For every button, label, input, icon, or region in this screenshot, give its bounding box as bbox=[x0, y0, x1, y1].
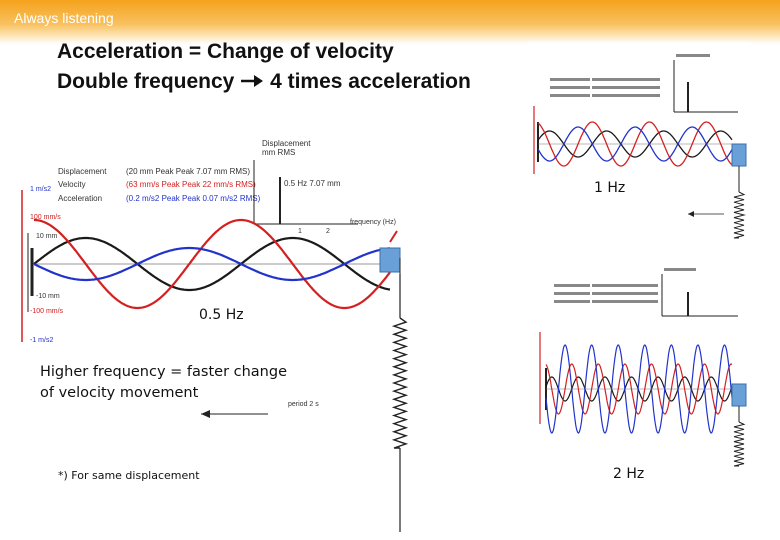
period-arrow-head bbox=[201, 410, 210, 418]
title-line-2: Double frequency 4 times acceleration bbox=[57, 70, 471, 94]
header-banner: Always listening bbox=[0, 0, 780, 44]
axis-label-vel-top: 100 mm/s bbox=[30, 214, 61, 221]
spectrum-peak-label: 0.5 Hz 7.07 mm bbox=[284, 179, 341, 188]
velocity-wave bbox=[34, 218, 391, 310]
footnote: *) For same displacement bbox=[58, 469, 200, 482]
velocity-wave bbox=[545, 363, 733, 415]
mass-box bbox=[379, 247, 401, 273]
caption-2hz: 2 Hz bbox=[613, 466, 645, 482]
spectrum-ylabel-2: mm RMS bbox=[262, 148, 295, 157]
spectrum-tick-2: 2 bbox=[326, 228, 330, 235]
brand-slogan: Always listening bbox=[14, 10, 114, 26]
title-line-1: Acceleration = Change of velocity bbox=[57, 40, 394, 63]
spectrum-label-placeholder bbox=[676, 54, 710, 57]
axis-label-vel-bottom: -100 mm/s bbox=[30, 308, 64, 315]
legend-acceleration-label: Acceleration bbox=[58, 194, 102, 203]
caption-1hz: 1 Hz bbox=[594, 180, 626, 196]
legend-displacement-value: (20 mm Peak Peak 7.07 mm RMS) bbox=[126, 167, 250, 176]
acceleration-wave bbox=[33, 246, 391, 282]
spring bbox=[391, 317, 409, 449]
mass-box bbox=[731, 143, 747, 167]
explanation-note: Higher frequency = faster change of velo… bbox=[40, 362, 300, 404]
title-line-2-right: 4 times acceleration bbox=[270, 70, 471, 93]
velocity-diagram-0-5hz: Displacement (20 mm Peak Peak 7.07 mm RM… bbox=[18, 100, 418, 532]
velocity-marker bbox=[389, 230, 398, 243]
displacement-wave bbox=[537, 130, 733, 158]
spectrum-tick-1: 1 bbox=[298, 228, 302, 235]
legend-velocity-label: Velocity bbox=[58, 180, 86, 189]
legend-placeholder-lines bbox=[554, 284, 658, 303]
spring bbox=[733, 191, 746, 239]
velocity-diagram-1hz bbox=[528, 42, 750, 260]
note-line-2: of velocity movement bbox=[40, 385, 199, 401]
displacement-wave bbox=[545, 376, 733, 402]
legend-velocity-value: (63 mm/s Peak Peak 22 mm/s RMS) bbox=[126, 180, 256, 189]
spring bbox=[733, 421, 746, 467]
axis-label-disp-top: 10 mm bbox=[36, 233, 58, 240]
acceleration-wave bbox=[545, 344, 733, 434]
axis-label-disp-bottom: -10 mm bbox=[36, 293, 60, 300]
legend-displacement-label: Displacement bbox=[58, 167, 107, 176]
period-arrow-head bbox=[688, 211, 694, 217]
acceleration-wave bbox=[537, 126, 733, 162]
period-label: period 2 s bbox=[288, 401, 319, 408]
spectrum-ylabel-1: Displacement bbox=[262, 139, 311, 148]
legend-placeholder-lines bbox=[550, 78, 660, 97]
mass-box bbox=[731, 383, 747, 407]
velocity-wave bbox=[537, 121, 733, 167]
spectrum-label-placeholder bbox=[664, 268, 696, 271]
caption-0-5hz: 0.5 Hz bbox=[199, 307, 244, 323]
spectrum-xlabel: frequency (Hz) bbox=[350, 219, 396, 226]
axis-label-acc-bottom: -1 m/s2 bbox=[30, 337, 53, 344]
title-line-2-left: Double frequency bbox=[57, 70, 235, 93]
displacement-wave bbox=[33, 236, 391, 292]
axis-label-acc-top: 1 m/s2 bbox=[30, 186, 51, 193]
right-arrow-icon bbox=[240, 70, 264, 94]
note-line-1: Higher frequency = faster change bbox=[40, 364, 287, 380]
legend-acceleration-value: (0.2 m/s2 Peak Peak 0.07 m/s2 RMS) bbox=[126, 194, 261, 203]
velocity-diagram-2hz bbox=[538, 262, 750, 470]
